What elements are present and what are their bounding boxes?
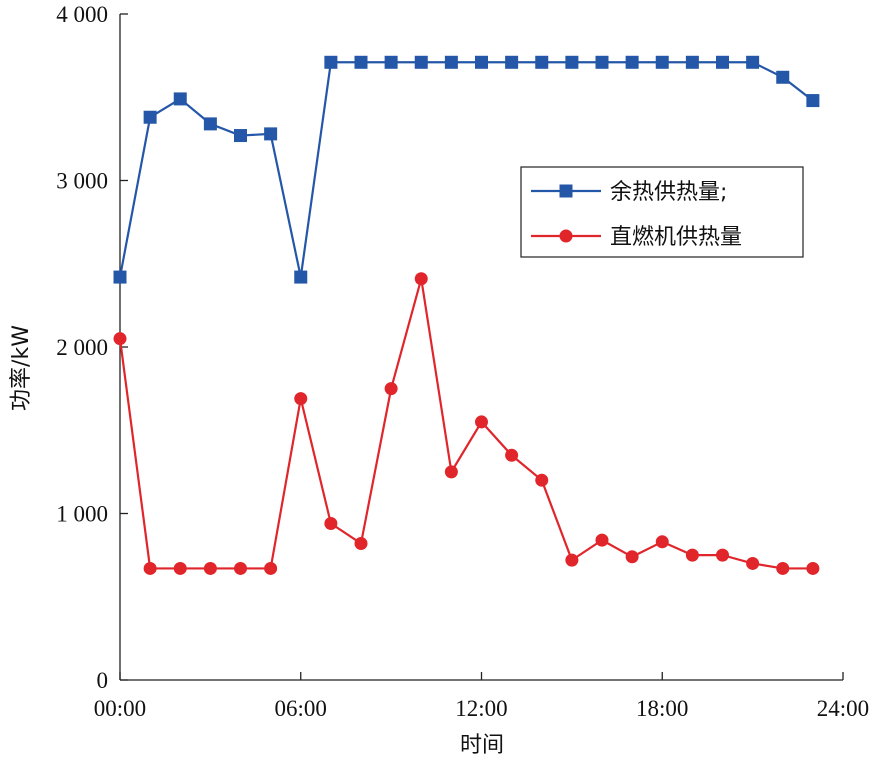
legend-label: 直燃机供热量 [610, 225, 742, 250]
axes-layer: 0 1 000 2 000 3 000 4 000 00:00 06:00 12:00 18:0… [56, 2, 869, 721]
legend: 余热供热量; 直燃机供热量 [520, 166, 804, 258]
y-axis-title: 功率/kW [9, 325, 34, 411]
data-point [475, 415, 488, 429]
data-point [535, 473, 549, 487]
data-point [234, 561, 247, 575]
data-point [324, 55, 338, 69]
data-point [655, 55, 669, 69]
data-point [625, 550, 639, 564]
series-layer [113, 55, 820, 575]
legend-marker [559, 184, 573, 198]
data-point [625, 55, 639, 69]
legend-entry-1: 余热供热量; [531, 180, 727, 205]
data-point [716, 548, 729, 562]
data-point [655, 535, 669, 549]
data-point [414, 55, 428, 69]
data-point [143, 561, 157, 575]
data-point [234, 129, 247, 143]
data-point [806, 561, 820, 575]
data-point [746, 55, 760, 69]
legend-marker [559, 229, 573, 243]
data-point [595, 55, 609, 69]
data-point [354, 536, 368, 550]
data-point [203, 561, 217, 575]
data-point [324, 516, 338, 530]
data-point [776, 561, 790, 575]
y-tick-label: 1 000 [56, 502, 108, 527]
x-axis-title: 时间 [460, 733, 504, 758]
x-tick-label: 06:00 [275, 696, 327, 721]
legend-entry-2: 直燃机供热量 [531, 225, 742, 250]
data-point [776, 70, 790, 84]
data-point [444, 465, 458, 479]
data-point [294, 270, 308, 284]
y-tick-label: 3 000 [56, 169, 108, 194]
data-point [535, 55, 549, 69]
data-point [565, 55, 579, 69]
data-point [173, 92, 187, 106]
data-point [685, 548, 699, 562]
data-point [354, 55, 368, 69]
data-point [203, 117, 217, 131]
x-tick-label: 00:00 [94, 696, 146, 721]
data-point [806, 94, 820, 108]
x-tick-label: 12:00 [455, 696, 507, 721]
data-point [716, 55, 729, 69]
data-point [414, 272, 428, 286]
data-point [384, 55, 398, 69]
data-point [264, 127, 278, 141]
data-point [294, 392, 308, 406]
x-tick-label: 18:00 [636, 696, 688, 721]
x-tick-label: 24:00 [817, 696, 869, 721]
data-point [475, 55, 488, 69]
data-point [595, 533, 609, 547]
data-point [113, 332, 127, 346]
data-point [685, 55, 699, 69]
data-point [505, 448, 519, 462]
data-point [444, 55, 458, 69]
series-2 [113, 272, 820, 575]
data-point [565, 553, 579, 567]
data-point [113, 270, 127, 284]
data-point [143, 110, 157, 124]
data-point [264, 561, 278, 575]
series-line [118, 277, 813, 570]
series-1 [113, 55, 820, 284]
legend-label: 余热供热量; [610, 180, 727, 205]
y-tick-label: 2 000 [56, 335, 108, 360]
y-tick-label: 0 [97, 668, 109, 693]
data-point [384, 382, 398, 396]
data-point [746, 556, 760, 570]
data-point [505, 55, 519, 69]
data-point [173, 561, 187, 575]
y-tick-label: 4 000 [56, 2, 108, 27]
